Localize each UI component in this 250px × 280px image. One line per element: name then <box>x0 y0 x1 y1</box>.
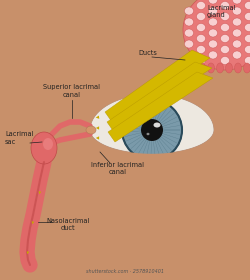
Ellipse shape <box>196 57 205 64</box>
Ellipse shape <box>208 40 217 48</box>
Ellipse shape <box>184 7 193 15</box>
Text: Superior lacrimal
canal: Superior lacrimal canal <box>43 85 100 98</box>
Ellipse shape <box>72 145 231 205</box>
Ellipse shape <box>184 40 193 48</box>
Ellipse shape <box>208 18 217 26</box>
Text: Ducts: Ducts <box>138 50 157 56</box>
Ellipse shape <box>43 138 53 150</box>
Ellipse shape <box>224 63 232 73</box>
Text: Lacrimal
gland: Lacrimal gland <box>206 5 234 18</box>
Ellipse shape <box>184 18 193 26</box>
Ellipse shape <box>208 0 217 4</box>
Polygon shape <box>104 50 209 122</box>
Ellipse shape <box>208 7 217 15</box>
Ellipse shape <box>86 126 96 134</box>
Ellipse shape <box>52 50 250 210</box>
Ellipse shape <box>232 40 240 48</box>
Ellipse shape <box>244 13 250 20</box>
Ellipse shape <box>244 57 250 64</box>
Ellipse shape <box>207 63 214 73</box>
Ellipse shape <box>140 119 162 141</box>
Text: shutterstock.com · 2578910401: shutterstock.com · 2578910401 <box>86 269 163 274</box>
Ellipse shape <box>146 133 149 135</box>
Polygon shape <box>90 130 213 265</box>
Text: Inferior lacrimal
canal: Inferior lacrimal canal <box>91 162 144 176</box>
Ellipse shape <box>232 7 240 15</box>
Polygon shape <box>108 72 212 142</box>
Ellipse shape <box>244 45 250 53</box>
Ellipse shape <box>232 18 240 26</box>
Ellipse shape <box>189 63 196 73</box>
Ellipse shape <box>242 63 250 73</box>
Ellipse shape <box>216 63 222 73</box>
Ellipse shape <box>220 1 228 10</box>
Ellipse shape <box>220 34 228 43</box>
Ellipse shape <box>196 13 205 20</box>
Ellipse shape <box>153 123 160 127</box>
Ellipse shape <box>208 29 217 37</box>
Ellipse shape <box>234 63 240 73</box>
Ellipse shape <box>184 29 193 37</box>
Ellipse shape <box>31 132 57 164</box>
Polygon shape <box>90 0 213 130</box>
Ellipse shape <box>196 45 205 53</box>
Ellipse shape <box>220 57 228 64</box>
Ellipse shape <box>196 1 205 10</box>
Polygon shape <box>106 62 211 132</box>
Ellipse shape <box>198 63 205 73</box>
Ellipse shape <box>196 34 205 43</box>
Ellipse shape <box>122 100 181 160</box>
Text: Lacrimal
sac: Lacrimal sac <box>5 131 33 145</box>
Ellipse shape <box>244 1 250 10</box>
Ellipse shape <box>220 13 228 20</box>
Polygon shape <box>213 0 250 265</box>
Ellipse shape <box>220 45 228 53</box>
Ellipse shape <box>208 51 217 59</box>
Ellipse shape <box>232 29 240 37</box>
Polygon shape <box>0 0 90 265</box>
Ellipse shape <box>52 20 250 100</box>
Ellipse shape <box>196 24 205 32</box>
Ellipse shape <box>220 24 228 32</box>
Ellipse shape <box>232 0 240 4</box>
Ellipse shape <box>232 51 240 59</box>
Text: Nasolacrimal
duct: Nasolacrimal duct <box>46 218 89 232</box>
Ellipse shape <box>244 24 250 32</box>
Ellipse shape <box>244 34 250 43</box>
Ellipse shape <box>182 0 250 70</box>
Polygon shape <box>90 94 213 154</box>
